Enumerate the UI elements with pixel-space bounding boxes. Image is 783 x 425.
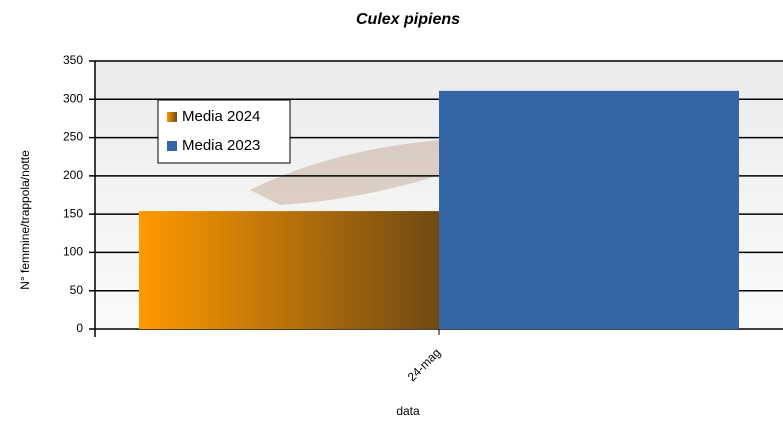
legend-label: Media 2023 [182, 137, 260, 154]
bar [439, 90, 739, 329]
y-axis-label: N° femmine/trappola/notte [18, 150, 32, 290]
y-tick-label: 300 [63, 91, 83, 105]
legend-swatch [167, 141, 177, 151]
y-tick-label: 250 [63, 130, 83, 144]
y-tick-label: 0 [76, 321, 83, 335]
y-tick-label: 50 [70, 283, 84, 297]
legend-label: Media 2024 [182, 108, 260, 125]
x-axis-label: data [396, 404, 420, 418]
legend-box [157, 99, 291, 164]
chart-title: Culex pipiens [356, 11, 460, 28]
y-tick-label: 100 [63, 245, 83, 259]
y-tick-label: 350 [63, 53, 83, 67]
bar [139, 211, 439, 329]
y-tick-label: 200 [63, 168, 83, 182]
y-tick-label: 150 [63, 206, 83, 220]
x-tick-label: 24-mag [405, 345, 444, 384]
legend-swatch [167, 112, 177, 122]
background-photo [250, 140, 440, 205]
